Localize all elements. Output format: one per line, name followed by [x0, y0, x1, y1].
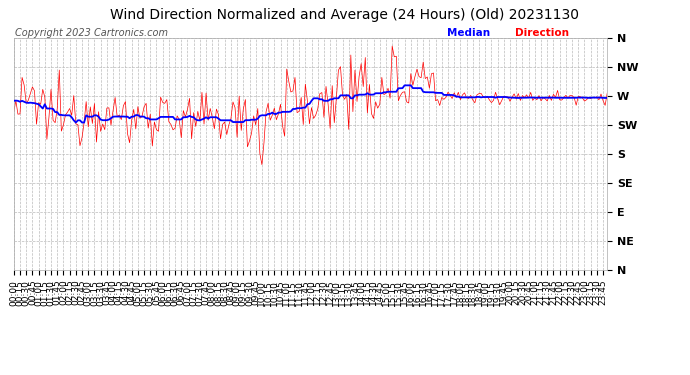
Text: Wind Direction Normalized and Average (24 Hours) (Old) 20231130: Wind Direction Normalized and Average (2…	[110, 8, 580, 21]
Text: Direction: Direction	[515, 28, 569, 38]
Text: Copyright 2023 Cartronics.com: Copyright 2023 Cartronics.com	[15, 28, 168, 38]
Text: Median: Median	[447, 28, 490, 38]
